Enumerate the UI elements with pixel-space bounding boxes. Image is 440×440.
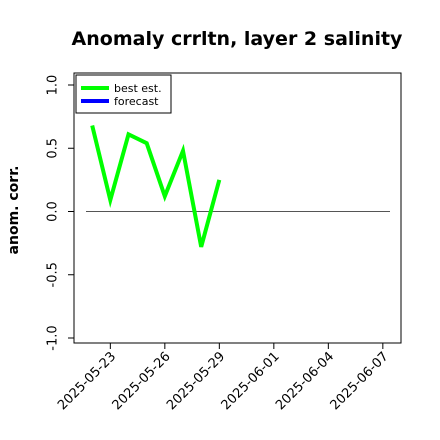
y-tick-label: 0.0 — [46, 201, 61, 222]
legend-label-forecast: forecast — [114, 95, 159, 108]
y-tick-label: 1.0 — [46, 75, 61, 96]
y-tick-label: -1.0 — [46, 325, 61, 350]
series-layer — [90, 125, 222, 248]
y-tick-label: -0.5 — [46, 262, 61, 287]
legend: best est. forecast — [75, 74, 172, 114]
y-tick-label: 0.5 — [46, 138, 61, 159]
x-axis: 2025-05-232025-05-262025-05-292025-06-01… — [55, 342, 392, 413]
chart-title: Anomaly crrltn, layer 2 salinity — [72, 28, 403, 50]
y-axis-label: anom. corr. — [6, 166, 22, 255]
series-line-0 — [90, 125, 222, 248]
x-tick-label: 2025-06-07 — [328, 349, 392, 413]
legend-label-best-est: best est. — [114, 82, 162, 95]
legend-box — [75, 74, 172, 114]
y-axis: -1.0 -0.5 0.0 0.5 1.0 — [46, 75, 75, 351]
